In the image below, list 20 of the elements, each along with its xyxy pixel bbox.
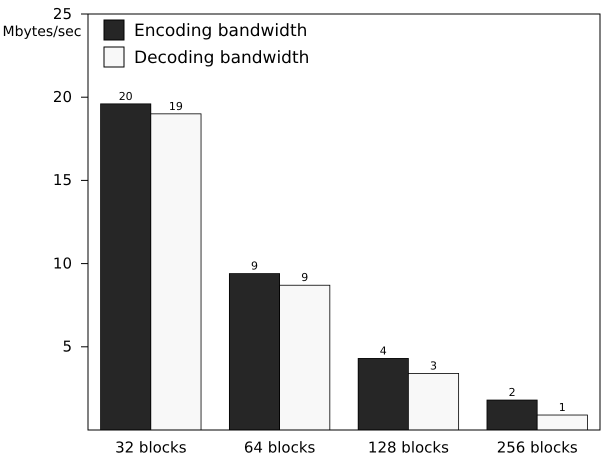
data-label: 20 [118, 90, 133, 103]
data-label: 2 [508, 386, 516, 400]
data-label: 19 [168, 100, 183, 113]
x-tick-label: 256 blocks [496, 438, 578, 456]
data-label: 4 [380, 344, 387, 358]
legend-label: Decoding bandwidth [134, 48, 310, 68]
data-label: 1 [558, 401, 566, 414]
x-tick-label: 64 blocks [244, 438, 316, 456]
data-label: 3 [430, 359, 438, 372]
x-tick-label: 128 blocks [368, 438, 450, 456]
data-label: 9 [301, 271, 308, 284]
y-tick-label: 25 [52, 4, 72, 23]
data-label: 9 [250, 260, 258, 273]
y-tick-label: 20 [52, 88, 72, 106]
x-tick-label: 32 blocks [115, 438, 187, 456]
y-tick-label: 5 [62, 338, 72, 356]
y-tick-label: 15 [52, 171, 72, 190]
y-tick-label: 10 [52, 254, 72, 272]
y-axis-title: Mbytes/sec [2, 24, 82, 40]
legend-label: Encoding bandwidth [134, 21, 308, 41]
